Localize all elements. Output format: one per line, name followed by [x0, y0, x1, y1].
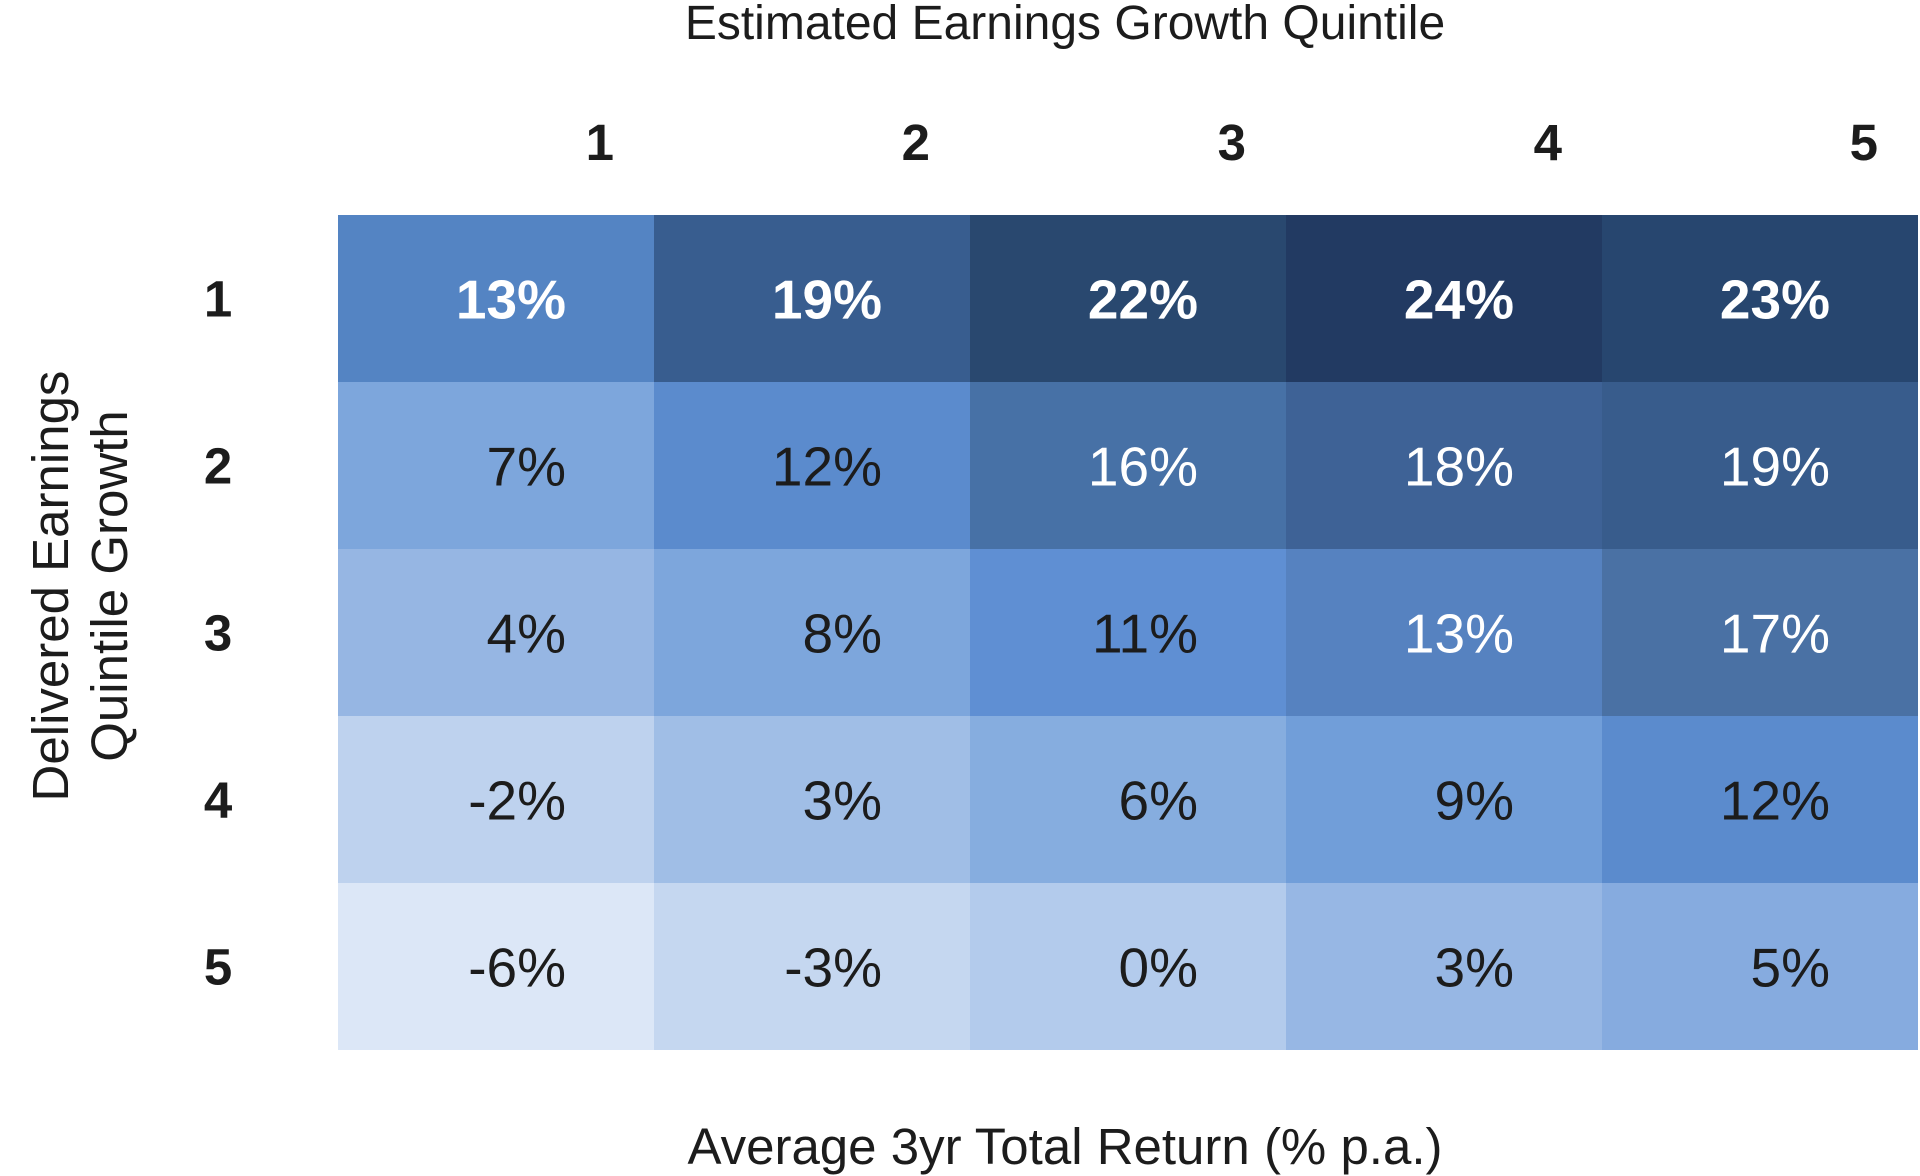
row-label-2: 2 — [204, 438, 232, 495]
heatmap-cell-r3-c5 — [1602, 549, 1918, 716]
column-label-1: 1 — [586, 114, 614, 171]
heatmap-cell-r5-c4 — [1286, 883, 1602, 1050]
heatmap-cell-r3-c3 — [970, 549, 1286, 716]
cell-value-r1-c1: 13% — [456, 269, 566, 331]
heatmap-cell-r2-c4 — [1286, 382, 1602, 549]
heatmap-cells — [338, 215, 1918, 1050]
cell-value-r5-c4: 3% — [1435, 937, 1515, 999]
heatmap-cell-r2-c5 — [1602, 382, 1918, 549]
column-label-3: 3 — [1218, 114, 1246, 171]
row-label-5: 5 — [204, 939, 232, 996]
heatmap-cell-r5-c3 — [970, 883, 1286, 1050]
cell-value-r1-c5: 23% — [1720, 269, 1830, 331]
heatmap-cell-r3-c4 — [1286, 549, 1602, 716]
heatmap-cell-r2-c2 — [654, 382, 970, 549]
chart-title: Estimated Earnings Growth Quintile — [684, 0, 1446, 50]
cell-value-r5-c2: -3% — [784, 937, 882, 999]
heatmap-cell-r1-c2 — [654, 215, 970, 382]
column-label-2: 2 — [902, 114, 930, 171]
cell-value-r4-c5: 12% — [1720, 770, 1830, 832]
heatmap-cell-r1-c4 — [1286, 215, 1602, 382]
heatmap-cell-r4-c3 — [970, 716, 1286, 883]
heatmap-value-labels: 13% 19% 22% 24% 23% 7% 12% 16% 18% 19% 4% 8% 11% 13% 1… — [456, 269, 1830, 999]
row-label-1: 1 — [204, 271, 232, 328]
cell-value-r4-c1: -2% — [468, 770, 566, 832]
cell-value-r5-c5: 5% — [1751, 937, 1831, 999]
cell-value-r1-c3: 22% — [1088, 269, 1198, 331]
heatmap-cell-r2-c1 — [338, 382, 654, 549]
chart-caption: Average 3yr Total Return (% p.a.) — [687, 1118, 1443, 1175]
heatmap-cell-r1-c3 — [970, 215, 1286, 382]
cell-value-r3-c3: 11% — [1092, 603, 1198, 665]
row-labels: 1 2 3 4 5 — [204, 271, 233, 996]
heatmap-cell-r2-c3 — [970, 382, 1286, 549]
cell-value-r3-c5: 17% — [1720, 603, 1830, 665]
heatmap-cell-r4-c4 — [1286, 716, 1602, 883]
heatmap-cell-r5-c1 — [338, 883, 654, 1050]
cell-value-r4-c3: 6% — [1119, 770, 1199, 832]
heatmap-cell-r3-c1 — [338, 549, 654, 716]
cell-value-r2-c5: 19% — [1720, 436, 1830, 498]
heatmap-cell-r5-c5 — [1602, 883, 1918, 1050]
heatmap-cell-r1-c5 — [1602, 215, 1918, 382]
cell-value-r4-c2: 3% — [803, 770, 883, 832]
cell-value-r2-c3: 16% — [1088, 436, 1198, 498]
heatmap-cell-r5-c2 — [654, 883, 970, 1050]
cell-value-r3-c4: 13% — [1404, 603, 1514, 665]
cell-value-r3-c2: 8% — [803, 603, 883, 665]
cell-value-r4-c4: 9% — [1435, 770, 1515, 832]
heatmap-cell-r4-c2 — [654, 716, 970, 883]
cell-value-r2-c1: 7% — [487, 436, 567, 498]
heatmap-cell-r3-c2 — [654, 549, 970, 716]
heatmap-cell-r4-c5 — [1602, 716, 1918, 883]
row-label-4: 4 — [204, 772, 233, 829]
cell-value-r3-c1: 4% — [487, 603, 567, 665]
column-label-4: 4 — [1534, 114, 1563, 171]
heatmap-cell-r1-c1 — [338, 215, 654, 382]
cell-value-r5-c3: 0% — [1119, 937, 1199, 999]
cell-value-r2-c4: 18% — [1404, 436, 1514, 498]
heatmap-cell-r4-c1 — [338, 716, 654, 883]
row-label-3: 3 — [204, 605, 232, 662]
cell-value-r5-c1: -6% — [468, 937, 566, 999]
cell-value-r1-c4: 24% — [1404, 269, 1514, 331]
column-label-5: 5 — [1850, 114, 1878, 171]
column-labels: 1 2 3 4 5 — [586, 114, 1878, 171]
cell-value-r2-c2: 12% — [772, 436, 882, 498]
cell-value-r1-c2: 19% — [772, 269, 882, 331]
